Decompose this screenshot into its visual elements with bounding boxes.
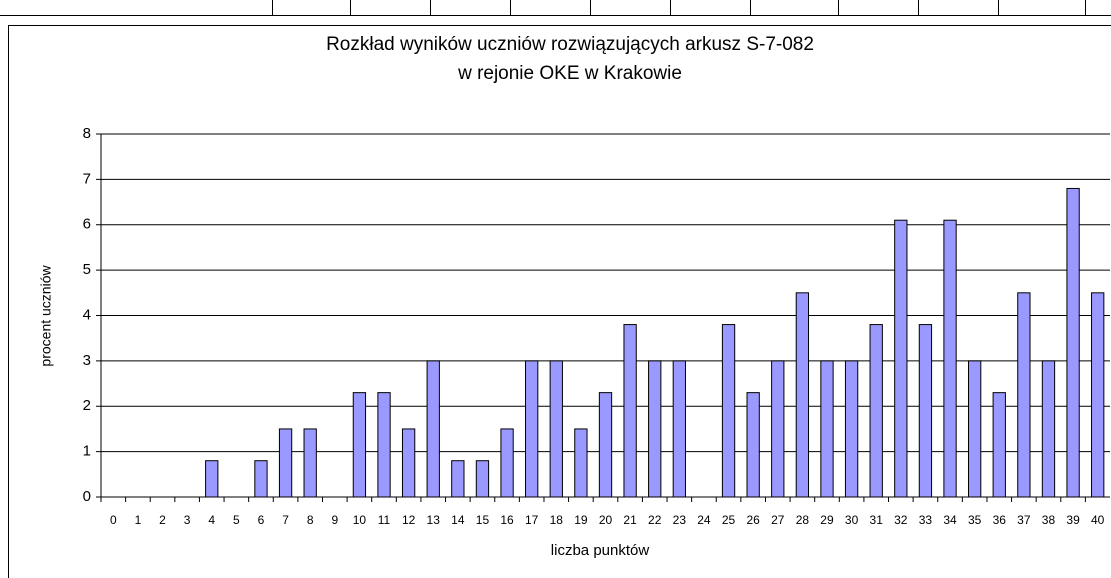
x-tick-label: 10: [353, 513, 367, 527]
bar: [377, 392, 391, 498]
bar: [1066, 187, 1080, 498]
chart-title: w rejonie OKE w Krakowie: [457, 63, 682, 84]
x-tick-label: 5: [233, 513, 240, 527]
x-tick-label: 30: [845, 513, 859, 527]
bar: [254, 460, 268, 498]
bar: [1017, 292, 1031, 498]
bar: [549, 360, 563, 498]
x-tick-label: 40: [1091, 513, 1105, 527]
y-axis-label: procent uczniów: [38, 265, 54, 367]
bar: [721, 324, 736, 498]
x-tick-label: 28: [796, 513, 810, 527]
bar: [401, 428, 416, 498]
bar: [598, 392, 613, 498]
x-tick-label: 34: [943, 513, 957, 527]
bar: [795, 292, 810, 498]
bar: [525, 360, 539, 498]
x-tick-label: 3: [184, 513, 191, 527]
chart-frame: [8, 25, 1111, 578]
bar: [967, 360, 982, 498]
bar: [820, 360, 834, 498]
bar: [303, 428, 317, 498]
y-tick-label: 3: [83, 352, 91, 369]
bar: [205, 460, 219, 498]
x-tick-label: 39: [1066, 513, 1080, 527]
bar: [844, 360, 859, 498]
x-tick-label: 11: [378, 513, 391, 527]
y-tick-label: 2: [83, 397, 91, 414]
bar: [746, 392, 760, 498]
bar: [475, 460, 490, 498]
bar: [943, 219, 957, 498]
x-tick-label: 4: [208, 513, 215, 527]
x-tick-label: 32: [894, 513, 908, 527]
x-tick-label: 16: [500, 513, 514, 527]
x-tick-label: 27: [771, 513, 785, 527]
bar: [500, 428, 514, 498]
x-tick-label: 38: [1042, 513, 1056, 527]
x-tick-label: 22: [648, 513, 662, 527]
x-tick-label: 37: [1017, 513, 1031, 527]
y-tick-label: 5: [83, 261, 91, 278]
x-tick-label: 18: [550, 513, 564, 527]
x-tick-label: 31: [870, 513, 884, 527]
bar: [1041, 360, 1056, 498]
page-table-borders: [0, 0, 1111, 16]
x-tick-label: 0: [110, 513, 117, 527]
x-tick-label: 2: [159, 513, 166, 527]
bar: [1091, 292, 1105, 498]
x-tick-label: 23: [673, 513, 687, 527]
bar: [918, 324, 933, 498]
bar: [869, 324, 883, 498]
x-tick-label: 35: [968, 513, 982, 527]
bar: [771, 360, 785, 498]
x-tick-label: 9: [331, 513, 338, 527]
x-tick-label: 26: [746, 513, 760, 527]
bar: [451, 460, 465, 498]
bar: [648, 360, 662, 498]
y-tick-label: 0: [83, 488, 91, 505]
bar: [672, 360, 686, 498]
bar: [992, 392, 1006, 498]
bar: [426, 360, 440, 498]
x-tick-label: 12: [402, 513, 416, 527]
x-tick-label: 33: [919, 513, 933, 527]
bar: [352, 392, 367, 498]
bar: [574, 428, 588, 498]
y-tick-label: 7: [83, 170, 91, 187]
x-tick-label: 17: [525, 513, 539, 527]
x-tick-label: 1: [135, 513, 142, 527]
x-tick-label: 25: [722, 513, 736, 527]
y-tick-label: 4: [83, 306, 91, 323]
x-tick-label: 13: [427, 513, 441, 527]
x-tick-label: 6: [258, 513, 265, 527]
x-tick-label: 19: [574, 513, 588, 527]
x-tick-label: 14: [451, 513, 465, 527]
bar: [894, 219, 908, 498]
x-tick-label: 24: [697, 513, 711, 527]
bar: [623, 324, 637, 498]
x-tick-label: 29: [820, 513, 834, 527]
x-tick-label: 15: [476, 513, 490, 527]
x-tick-label: 7: [282, 513, 289, 527]
y-tick-label: 6: [83, 216, 91, 233]
x-tick-label: 20: [599, 513, 613, 527]
x-tick-label: 36: [993, 513, 1007, 527]
x-tick-label: 21: [623, 513, 637, 527]
y-tick-label: 1: [83, 443, 91, 460]
chart-title: Rozkład wyników uczniów rozwiązujących a…: [326, 34, 814, 55]
y-tick-label: 8: [83, 125, 91, 142]
x-axis-label: liczba punktów: [551, 542, 650, 559]
bar: [278, 428, 293, 498]
x-tick-label: 8: [307, 513, 314, 527]
